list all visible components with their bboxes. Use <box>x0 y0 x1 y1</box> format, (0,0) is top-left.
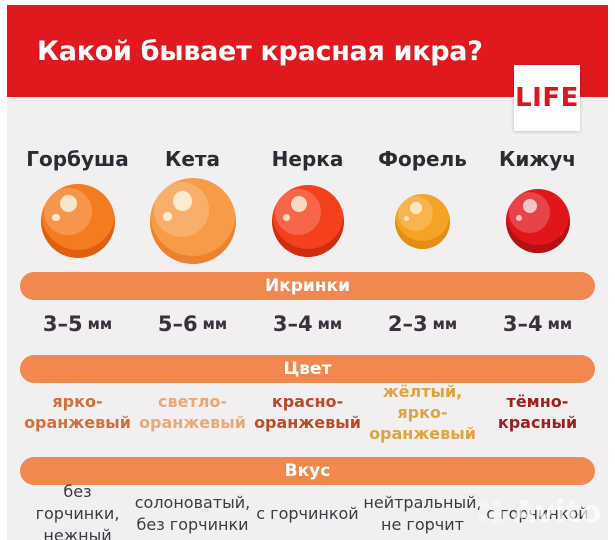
caviar-egg-gorbusha <box>40 184 115 258</box>
species-name-forel: Форель <box>378 147 467 171</box>
egg-highlight-dot-small <box>52 213 60 221</box>
species-name-keta: Кета <box>165 147 220 171</box>
egg-highlight-dot-small <box>515 214 523 221</box>
life-logo-text: LIFE <box>515 83 579 113</box>
egg-size-value: 5–6 мм <box>157 312 228 336</box>
egg-highlight-dot-small <box>403 215 410 221</box>
egg-size-value: 3–4 мм <box>502 312 573 336</box>
caviar-egg-forel <box>395 193 450 249</box>
egg-cell <box>480 175 595 267</box>
egg-highlight-dot <box>172 190 193 211</box>
egg-size-value: 2–3 мм <box>387 312 458 336</box>
taste-description: нейтральный, не горчит <box>363 493 482 534</box>
caviar-egg-nerka <box>271 185 344 257</box>
life-logo: LIFE <box>514 65 580 131</box>
section-header-size-label: Икринки <box>264 276 351 296</box>
egg-highlight-dot-small <box>163 212 172 221</box>
species-row: Горбуша Кета Нерка Форель Кижуч <box>20 145 595 173</box>
egg-highlight-dot <box>409 201 423 215</box>
species-name-kizhuch: Кижуч <box>498 147 577 171</box>
infographic-card: Какой бывает красная икра? LIFE Горбуша … <box>7 5 608 540</box>
egg-size-value: 3–4 мм <box>272 312 343 336</box>
section-header-color: Цвет <box>20 355 595 383</box>
color-description: светло- оранжевый <box>139 392 246 432</box>
taste-description: без горчинки, нежный <box>35 482 120 540</box>
section-header-color-label: Цвет <box>283 359 332 379</box>
egg-highlight-dot <box>290 195 308 213</box>
infographic-header: Какой бывает красная икра? <box>7 5 608 97</box>
egg-cell <box>20 175 135 267</box>
egg-cell <box>365 175 480 267</box>
egg-size-value: 3–5 мм <box>42 312 113 336</box>
species-name-nerka: Нерка <box>271 147 344 171</box>
color-description: жёлтый, ярко- оранжевый <box>369 381 476 443</box>
taste-description: солоноватый, без горчинки <box>134 493 251 534</box>
egg-highlight-dot-small <box>283 213 291 221</box>
egg-cell <box>250 175 365 267</box>
colors-row: ярко- оранжевый светло- оранжевый красно… <box>20 381 595 443</box>
tastes-row: без горчинки, нежный солоноватый, без го… <box>20 482 595 540</box>
caviar-egg-kizhuch <box>505 189 570 253</box>
caviar-egg-keta <box>149 178 236 264</box>
color-description: ярко- оранжевый <box>24 392 131 432</box>
color-description: тёмно- красный <box>497 392 578 432</box>
page-title: Какой бывает красная икра? <box>37 35 483 67</box>
section-header-taste: Вкус <box>20 457 595 485</box>
color-description: красно- оранжевый <box>254 392 361 432</box>
taste-description: с горчинкой <box>256 504 359 523</box>
sizes-row: 3–5 мм 5–6 мм 3–4 мм 2–3 мм 3–4 мм <box>20 308 595 340</box>
section-header-taste-label: Вкус <box>284 461 331 481</box>
taste-description: с горчинкой <box>486 504 589 523</box>
egg-highlight-dot <box>522 198 538 214</box>
section-header-size: Икринки <box>20 272 595 300</box>
egg-cell <box>135 175 250 267</box>
eggs-row <box>20 175 595 267</box>
egg-highlight-dot <box>60 195 78 213</box>
species-name-gorbusha: Горбуша <box>26 147 129 171</box>
